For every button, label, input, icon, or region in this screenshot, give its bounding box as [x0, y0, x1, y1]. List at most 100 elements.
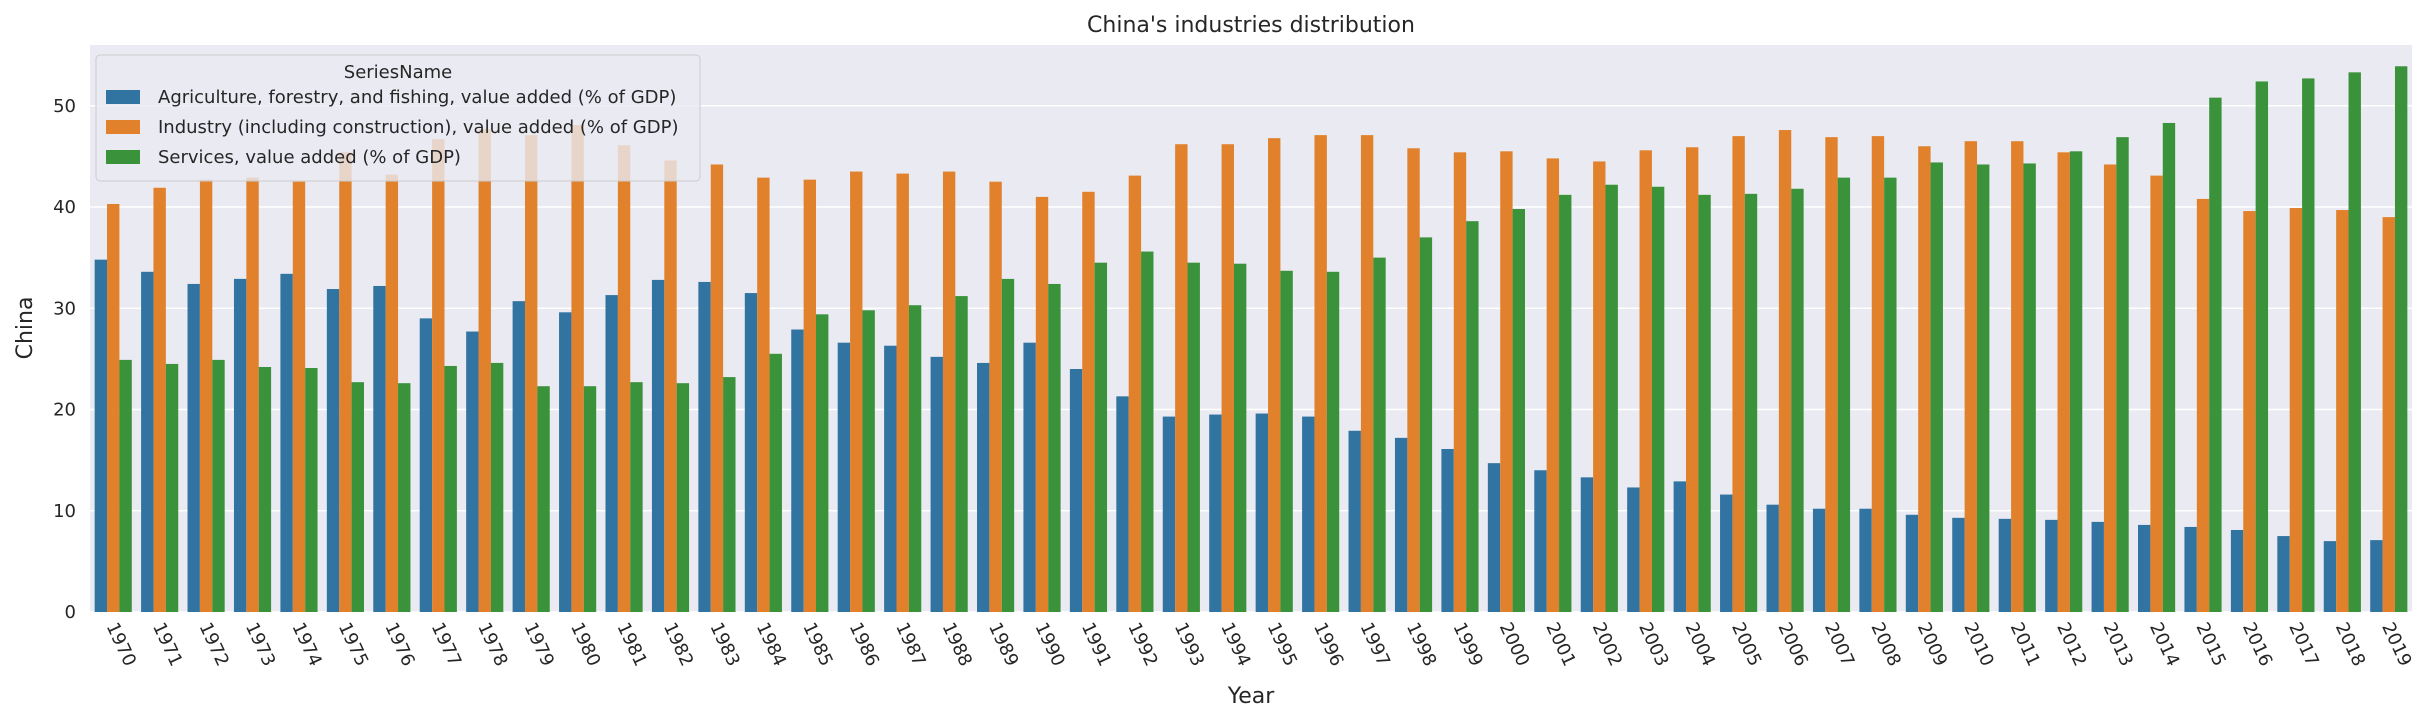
x-tick-label: 2009	[1913, 619, 1951, 669]
bar	[1187, 262, 1200, 612]
bar	[119, 359, 132, 612]
x-tick-label: 1981	[613, 619, 651, 669]
bar	[2023, 163, 2036, 612]
bar	[1593, 161, 1606, 612]
bar	[1732, 136, 1745, 612]
bar	[803, 179, 817, 612]
bar	[2116, 137, 2129, 612]
bar	[187, 283, 200, 612]
bar	[1407, 148, 1420, 612]
legend-box	[95, 54, 701, 182]
bar	[153, 187, 166, 612]
x-tick-label: 2005	[1727, 619, 1765, 669]
bar	[1233, 263, 1247, 612]
bar	[1094, 262, 1108, 612]
bar	[1048, 283, 1061, 612]
x-tick-label: 2016	[2238, 619, 2276, 669]
bar	[664, 160, 677, 613]
bar	[571, 124, 584, 613]
bar	[1082, 191, 1095, 612]
x-tick-label: 2002	[1588, 619, 1626, 669]
bar	[2045, 519, 2058, 612]
bar	[1326, 271, 1340, 612]
bar	[1534, 470, 1547, 612]
bar	[559, 312, 572, 612]
bar	[351, 382, 364, 612]
bar	[2184, 526, 2197, 612]
bar	[1720, 494, 1733, 612]
bar	[1559, 194, 1572, 612]
bar	[165, 363, 179, 612]
bar	[1302, 416, 1315, 612]
bar	[1035, 196, 1049, 612]
bar	[630, 382, 643, 612]
legend-swatch	[106, 120, 140, 134]
bar	[1791, 188, 1804, 612]
bar	[850, 171, 863, 612]
legend-entry: Industry (including construction), value…	[158, 117, 678, 138]
bar	[1487, 463, 1501, 612]
x-tick-label: 1988	[938, 619, 976, 669]
x-tick-label: 1991	[1077, 619, 1115, 669]
bar	[1871, 136, 1885, 612]
bar	[816, 314, 829, 612]
x-tick-label: 2014	[2145, 619, 2183, 669]
bar	[2209, 97, 2222, 612]
bar	[1580, 477, 1594, 612]
x-tick-label: 2000	[1495, 619, 1533, 669]
bar	[1605, 184, 1618, 612]
bar	[246, 177, 259, 612]
bar	[2162, 122, 2176, 613]
bar	[1651, 186, 1665, 612]
x-tick-label: 2006	[1774, 619, 1812, 669]
bar	[1698, 194, 1711, 612]
x-tick-label: 1982	[659, 619, 697, 669]
bar	[1998, 518, 2012, 612]
bar	[2382, 217, 2395, 612]
bar	[698, 281, 711, 612]
x-tick-label: 1989	[984, 619, 1022, 669]
bar	[744, 293, 758, 612]
bar	[1162, 416, 1176, 612]
bar	[1360, 135, 1374, 613]
bar	[466, 331, 479, 612]
bar	[1673, 481, 1686, 612]
bar	[1964, 141, 1978, 612]
y-tick-label: 20	[53, 400, 76, 421]
bar	[1884, 177, 1897, 612]
bar	[2370, 540, 2383, 612]
bar	[1952, 517, 1965, 612]
y-tick-label: 30	[53, 298, 76, 319]
x-tick-label: 1983	[705, 619, 743, 669]
bar	[292, 181, 306, 612]
bar	[2277, 536, 2290, 612]
bar	[1905, 514, 1919, 612]
x-tick-label: 1970	[102, 619, 140, 669]
bar	[1837, 177, 1851, 612]
bar	[2069, 151, 2083, 612]
bar	[398, 383, 411, 612]
x-tick-label: 1996	[1309, 619, 1347, 669]
bar	[1546, 158, 1560, 612]
bar	[651, 279, 665, 612]
legend: SeriesName Agriculture, forestry, and fi…	[95, 54, 701, 182]
bar	[258, 366, 272, 612]
bar	[305, 367, 318, 612]
bar	[490, 362, 504, 612]
bar	[212, 359, 225, 612]
bar	[908, 305, 922, 612]
bar	[2302, 78, 2315, 613]
bar	[1812, 508, 1826, 612]
x-tick-label: 1978	[473, 619, 511, 669]
x-tick-label: 1993	[1170, 619, 1208, 669]
bar	[1639, 150, 1652, 613]
bar	[1001, 278, 1015, 612]
bar	[141, 271, 154, 612]
y-tick-label: 50	[53, 96, 76, 117]
x-tick-label: 2010	[1959, 619, 1997, 669]
bar	[1627, 487, 1640, 612]
x-tick-label: 1987	[891, 619, 929, 669]
bar	[676, 383, 690, 612]
bar	[1280, 270, 1293, 612]
bar	[837, 342, 851, 612]
